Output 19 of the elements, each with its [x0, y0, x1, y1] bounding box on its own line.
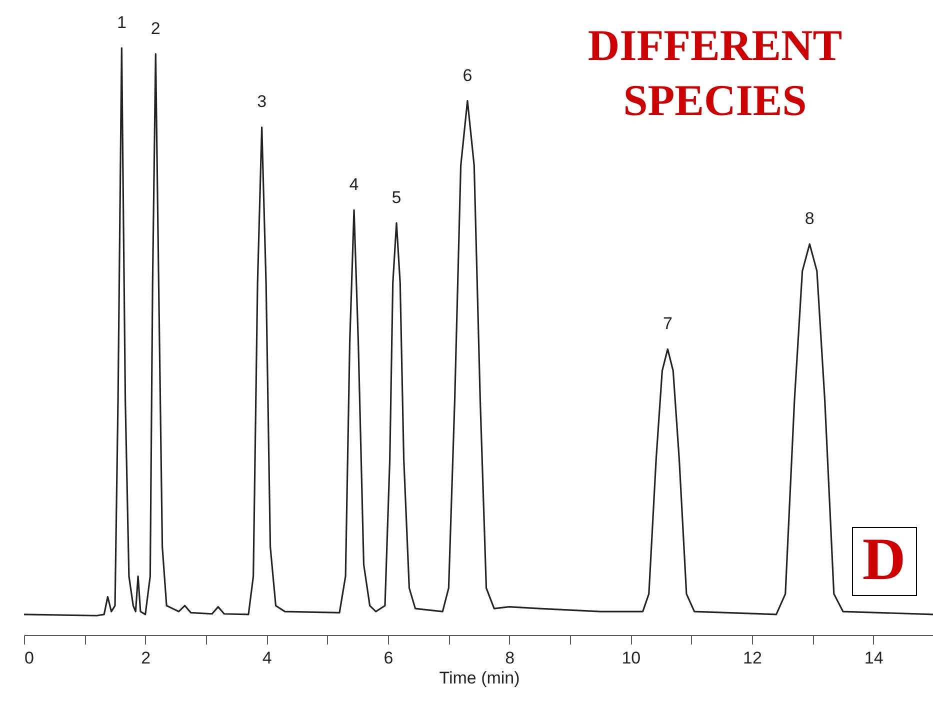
annotation: 1: [116, 13, 126, 32]
x-tick-label: 4: [262, 648, 272, 668]
annotation: 7: [662, 314, 672, 334]
annotation: D: [862, 526, 906, 592]
x-tick-label: 10: [622, 648, 641, 668]
x-tick-label: 6: [384, 648, 394, 668]
x-tick-label: 14: [864, 648, 884, 668]
x-axis-title: Time (min): [439, 668, 520, 688]
x-tick-label: 2: [141, 648, 151, 668]
annotation: DIFFERENT SPECIES: [588, 21, 842, 125]
annotation: 3: [257, 92, 267, 112]
annotation: 4: [349, 175, 359, 194]
annotation: 2: [150, 18, 160, 38]
x-tick-label: 0: [24, 648, 34, 668]
annotation: 5: [392, 188, 402, 207]
annotation: 8: [804, 209, 814, 228]
x-tick-label: 8: [505, 648, 515, 668]
annotation: 6: [462, 66, 472, 85]
x-tick-label: 12: [743, 648, 762, 668]
